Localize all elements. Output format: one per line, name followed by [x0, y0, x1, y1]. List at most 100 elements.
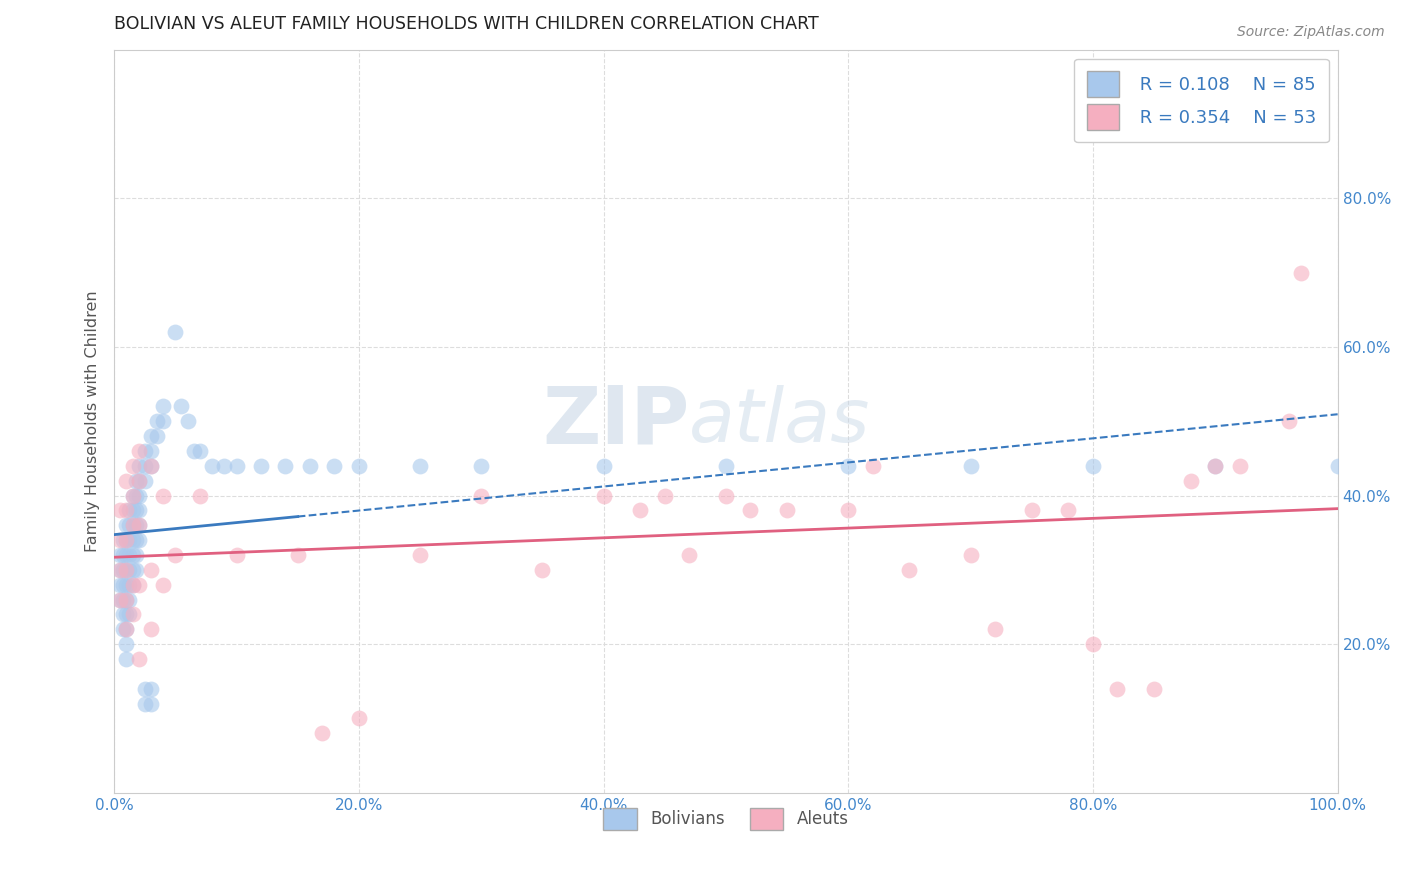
Point [1326, 458, 1348, 473]
Point [134, 444, 156, 458]
Point [111, 563, 134, 577]
Point [115, 592, 138, 607]
Point [121, 577, 143, 591]
Point [134, 681, 156, 696]
Point [628, 503, 651, 517]
Point [654, 489, 676, 503]
Point [201, 458, 224, 473]
Y-axis label: Family Households with Children: Family Households with Children [86, 291, 100, 552]
Point [110, 592, 132, 607]
Point [121, 518, 143, 533]
Point [115, 637, 138, 651]
Point [139, 429, 162, 443]
Point [121, 489, 143, 503]
Point [225, 548, 247, 562]
Point [165, 325, 187, 339]
Point [111, 592, 134, 607]
Point [125, 563, 148, 577]
Point [214, 458, 236, 473]
Point [121, 607, 143, 622]
Legend: Bolivians, Aleuts: Bolivians, Aleuts [596, 802, 855, 837]
Point [121, 577, 143, 591]
Point [110, 563, 132, 577]
Point [347, 711, 370, 725]
Point [128, 458, 150, 473]
Point [128, 533, 150, 547]
Point [311, 726, 333, 740]
Point [111, 607, 134, 622]
Point [111, 548, 134, 562]
Point [984, 622, 1007, 636]
Point [183, 444, 205, 458]
Point [409, 548, 432, 562]
Point [118, 607, 141, 622]
Point [115, 503, 138, 517]
Point [1081, 637, 1104, 651]
Point [128, 444, 150, 458]
Point [118, 563, 141, 577]
Point [115, 548, 138, 562]
Point [250, 458, 273, 473]
Point [139, 697, 162, 711]
Point [110, 503, 132, 517]
Point [128, 503, 150, 517]
Point [125, 489, 148, 503]
Point [115, 622, 138, 636]
Point [115, 533, 138, 547]
Point [274, 458, 297, 473]
Point [152, 489, 174, 503]
Point [139, 563, 162, 577]
Point [115, 622, 138, 636]
Point [125, 533, 148, 547]
Point [959, 458, 981, 473]
Point [110, 548, 132, 562]
Point [1107, 681, 1129, 696]
Point [298, 458, 321, 473]
Point [115, 652, 138, 666]
Point [592, 458, 614, 473]
Point [1204, 458, 1226, 473]
Point [1143, 681, 1166, 696]
Point [128, 577, 150, 591]
Point [111, 577, 134, 591]
Point [125, 474, 148, 488]
Text: atlas: atlas [689, 385, 870, 458]
Point [139, 444, 162, 458]
Text: BOLIVIAN VS ALEUT FAMILY HOUSEHOLDS WITH CHILDREN CORRELATION CHART: BOLIVIAN VS ALEUT FAMILY HOUSEHOLDS WITH… [114, 15, 818, 33]
Point [121, 503, 143, 517]
Point [121, 518, 143, 533]
Point [862, 458, 884, 473]
Point [139, 681, 162, 696]
Point [714, 489, 737, 503]
Point [714, 458, 737, 473]
Point [837, 458, 859, 473]
Point [121, 458, 143, 473]
Point [134, 697, 156, 711]
Point [121, 489, 143, 503]
Point [125, 518, 148, 533]
Point [128, 518, 150, 533]
Point [1229, 458, 1251, 473]
Point [111, 533, 134, 547]
Point [1180, 474, 1202, 488]
Point [118, 592, 141, 607]
Point [531, 563, 554, 577]
Point [170, 400, 193, 414]
Point [837, 503, 859, 517]
Point [110, 533, 132, 547]
Point [959, 548, 981, 562]
Point [115, 563, 138, 577]
Point [115, 577, 138, 591]
Point [118, 533, 141, 547]
Point [1081, 458, 1104, 473]
Point [115, 474, 138, 488]
Point [118, 577, 141, 591]
Point [1204, 458, 1226, 473]
Point [134, 458, 156, 473]
Point [121, 563, 143, 577]
Point [115, 563, 138, 577]
Point [110, 563, 132, 577]
Point [323, 458, 346, 473]
Point [347, 458, 370, 473]
Point [110, 592, 132, 607]
